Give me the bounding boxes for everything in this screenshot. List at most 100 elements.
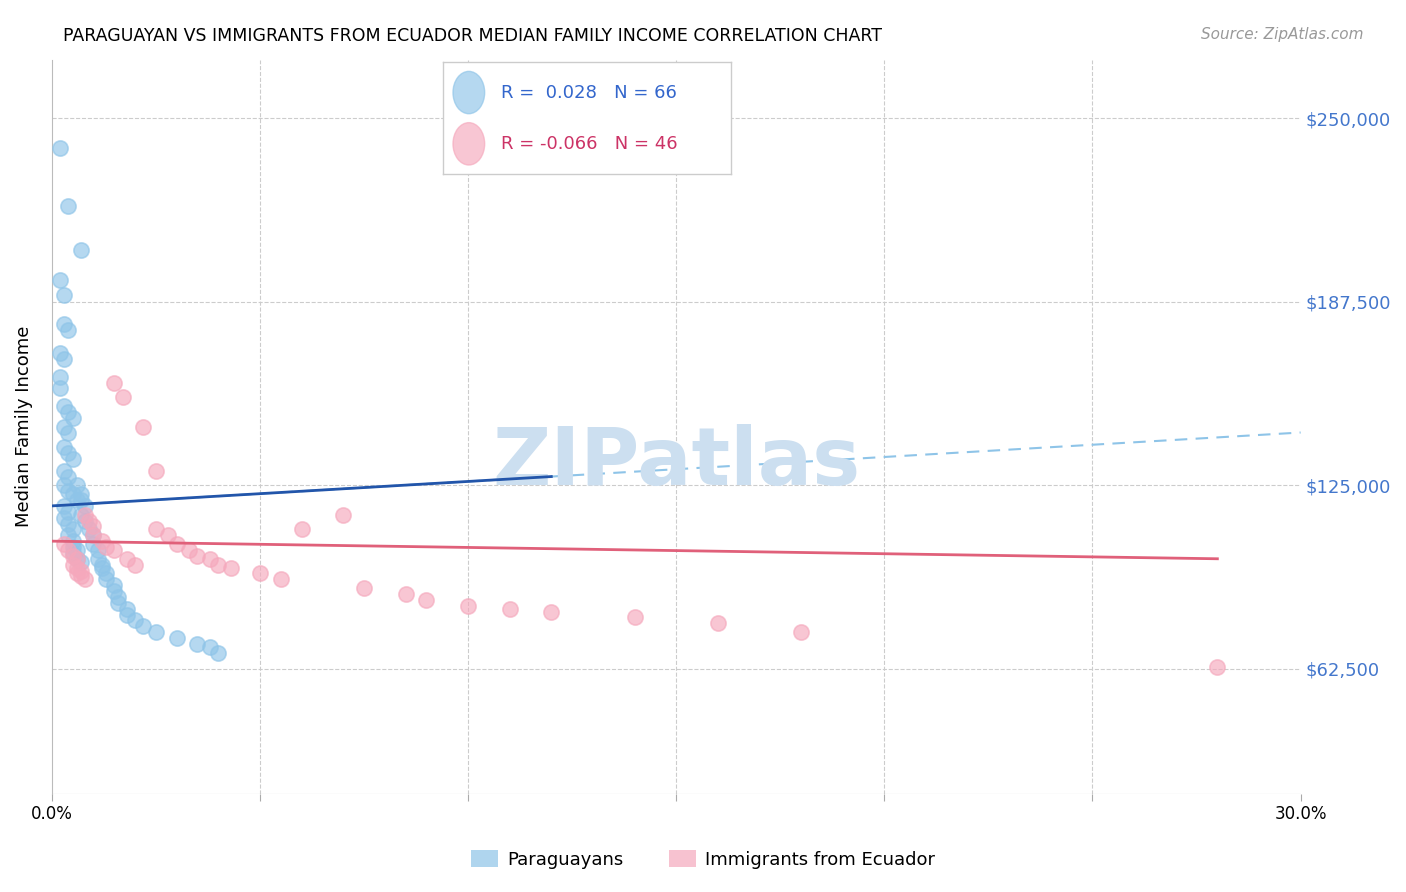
Point bbox=[49, 346, 72, 360]
Point bbox=[107, 596, 129, 610]
Point bbox=[70, 564, 93, 578]
Point bbox=[186, 549, 208, 563]
Point bbox=[58, 484, 80, 499]
Point bbox=[540, 605, 562, 619]
Point bbox=[115, 601, 138, 615]
Point bbox=[86, 543, 108, 558]
Point bbox=[186, 637, 208, 651]
Point bbox=[82, 528, 104, 542]
Ellipse shape bbox=[453, 71, 485, 113]
Point bbox=[132, 419, 155, 434]
Point bbox=[70, 493, 93, 508]
Point bbox=[53, 317, 76, 331]
Point bbox=[58, 528, 80, 542]
Point bbox=[94, 572, 117, 586]
Point bbox=[198, 551, 221, 566]
Point bbox=[77, 523, 100, 537]
Point bbox=[353, 581, 375, 595]
Point bbox=[62, 549, 84, 563]
Point bbox=[499, 601, 522, 615]
Text: R = -0.066   N = 46: R = -0.066 N = 46 bbox=[501, 135, 678, 153]
Point bbox=[66, 551, 89, 566]
Y-axis label: Median Family Income: Median Family Income bbox=[15, 326, 32, 527]
Point bbox=[145, 464, 167, 478]
Point bbox=[124, 614, 146, 628]
Point bbox=[58, 199, 80, 213]
Point bbox=[58, 543, 80, 558]
Legend: Paraguayans, Immigrants from Ecuador: Paraguayans, Immigrants from Ecuador bbox=[464, 843, 942, 876]
Point bbox=[73, 508, 96, 522]
Point bbox=[66, 493, 89, 508]
Point bbox=[73, 514, 96, 528]
Point bbox=[70, 244, 93, 258]
Point bbox=[70, 487, 93, 501]
Point bbox=[457, 599, 479, 613]
Point bbox=[58, 505, 80, 519]
Point bbox=[66, 543, 89, 558]
Point bbox=[115, 607, 138, 622]
Text: Source: ZipAtlas.com: Source: ZipAtlas.com bbox=[1201, 27, 1364, 42]
Point bbox=[86, 551, 108, 566]
Point bbox=[62, 534, 84, 549]
Point bbox=[62, 452, 84, 467]
Point bbox=[707, 616, 730, 631]
Point bbox=[394, 587, 416, 601]
Point bbox=[219, 560, 242, 574]
Point bbox=[107, 590, 129, 604]
Point bbox=[623, 610, 645, 624]
Point bbox=[73, 499, 96, 513]
Point bbox=[53, 287, 76, 301]
Point bbox=[70, 569, 93, 583]
Point bbox=[166, 537, 188, 551]
Point bbox=[58, 425, 80, 440]
Point bbox=[53, 352, 76, 367]
Point bbox=[166, 631, 188, 645]
Point bbox=[66, 478, 89, 492]
Point bbox=[62, 540, 84, 554]
Point bbox=[157, 528, 180, 542]
Point bbox=[103, 584, 125, 599]
Point bbox=[103, 376, 125, 390]
Point bbox=[62, 487, 84, 501]
Point bbox=[124, 558, 146, 572]
Point bbox=[58, 469, 80, 483]
Point bbox=[90, 534, 112, 549]
Point bbox=[58, 516, 80, 531]
Point bbox=[198, 640, 221, 654]
Point bbox=[82, 519, 104, 533]
Point bbox=[53, 510, 76, 524]
Point bbox=[62, 523, 84, 537]
Text: R =  0.028   N = 66: R = 0.028 N = 66 bbox=[501, 84, 676, 102]
Point bbox=[207, 558, 229, 572]
Point bbox=[94, 566, 117, 581]
Point bbox=[58, 405, 80, 419]
Point bbox=[290, 523, 312, 537]
Point bbox=[58, 323, 80, 337]
Point bbox=[249, 566, 271, 581]
Point bbox=[66, 560, 89, 574]
Point bbox=[53, 537, 76, 551]
Point bbox=[103, 578, 125, 592]
Point bbox=[111, 390, 134, 404]
Point bbox=[82, 537, 104, 551]
Ellipse shape bbox=[453, 122, 485, 165]
Point bbox=[53, 464, 76, 478]
Point bbox=[58, 446, 80, 460]
Point bbox=[145, 523, 167, 537]
Point bbox=[332, 508, 354, 522]
Point bbox=[82, 528, 104, 542]
Point bbox=[90, 560, 112, 574]
Point bbox=[207, 646, 229, 660]
Text: ZIPatlas: ZIPatlas bbox=[492, 425, 860, 502]
Point bbox=[132, 619, 155, 633]
Point bbox=[103, 543, 125, 558]
Point bbox=[70, 555, 93, 569]
Text: PARAGUAYAN VS IMMIGRANTS FROM ECUADOR MEDIAN FAMILY INCOME CORRELATION CHART: PARAGUAYAN VS IMMIGRANTS FROM ECUADOR ME… bbox=[63, 27, 883, 45]
Point bbox=[53, 440, 76, 454]
Point bbox=[62, 546, 84, 560]
Point bbox=[53, 399, 76, 413]
Point bbox=[1206, 660, 1229, 674]
Point bbox=[115, 551, 138, 566]
Point bbox=[90, 558, 112, 572]
Point bbox=[62, 558, 84, 572]
